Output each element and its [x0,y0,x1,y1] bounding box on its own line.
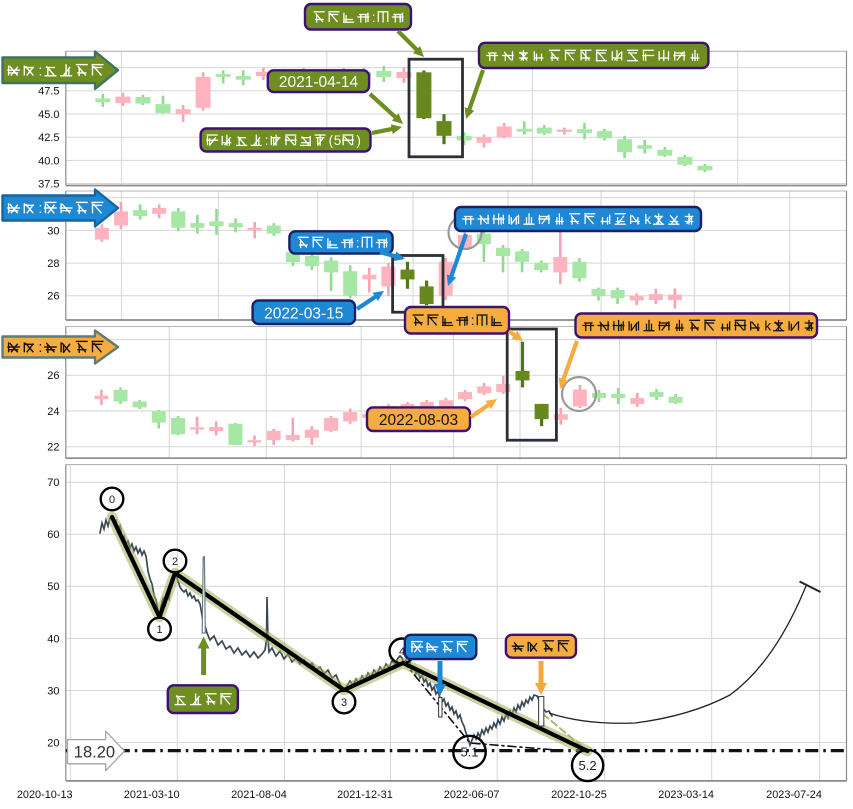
svg-text:5.1: 5.1 [460,745,478,760]
svg-text:40.0: 40.0 [38,155,59,167]
svg-text:2021-04-14: 2021-04-14 [279,74,359,91]
svg-text:40: 40 [47,633,59,645]
svg-text:50: 50 [47,581,59,593]
svg-text:k: k [644,212,651,227]
svg-text:22: 22 [47,442,59,454]
svg-text::: : [38,201,42,217]
svg-text:20: 20 [47,737,59,749]
svg-text:2022-03-15: 2022-03-15 [264,306,343,323]
svg-text:28: 28 [47,258,59,270]
svg-text:2021-08-04: 2021-08-04 [231,789,287,801]
svg-text:42.5: 42.5 [38,132,59,144]
svg-text:2023-03-14: 2023-03-14 [658,789,714,801]
svg-text:18.20: 18.20 [74,743,115,761]
svg-text:2021-03-10: 2021-03-10 [124,789,180,801]
svg-text:): ) [356,133,361,148]
svg-text:(: ( [329,133,334,148]
svg-text:3: 3 [341,697,347,709]
svg-text:2022-06-07: 2022-06-07 [444,789,500,801]
svg-text::: : [356,235,360,250]
svg-text:4: 4 [399,646,405,658]
svg-text:5.2: 5.2 [579,758,597,773]
svg-text:26: 26 [47,370,59,382]
svg-text:26: 26 [47,291,59,303]
svg-text:2: 2 [172,556,178,568]
svg-text:k: k [764,318,771,333]
svg-text::: : [38,340,42,356]
svg-text::: : [372,10,376,25]
svg-text::: : [38,63,42,79]
svg-text:2022-08-03: 2022-08-03 [379,412,458,429]
svg-text:37.5: 37.5 [38,178,59,190]
svg-text:5: 5 [334,133,342,148]
svg-text:0: 0 [109,494,115,506]
svg-text:1: 1 [156,624,162,636]
svg-text:2020-10-13: 2020-10-13 [17,789,73,801]
svg-text::: : [265,133,269,148]
svg-text:30: 30 [47,225,59,237]
svg-text:2023-07-24: 2023-07-24 [766,789,822,801]
svg-text:45.0: 45.0 [38,109,59,121]
svg-text:2022-10-25: 2022-10-25 [551,789,607,801]
svg-text:60: 60 [47,529,59,541]
svg-text:47.5: 47.5 [38,86,59,98]
svg-text:24: 24 [47,406,59,418]
svg-text:2021-12-31: 2021-12-31 [337,789,393,801]
svg-text::: : [471,313,475,328]
svg-text:70: 70 [47,477,59,489]
svg-text:30: 30 [47,685,59,697]
